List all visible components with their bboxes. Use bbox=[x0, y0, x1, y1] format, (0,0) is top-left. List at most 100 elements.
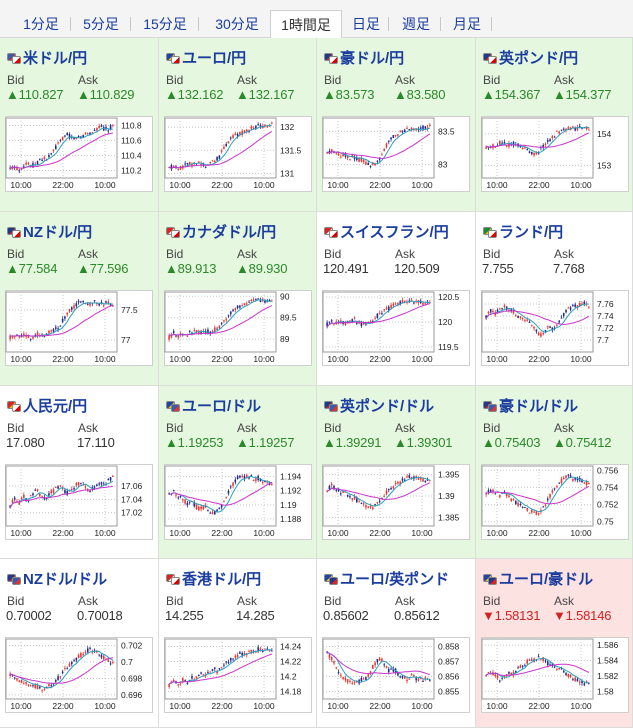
candle bbox=[378, 500, 381, 502]
currency-pair-panel: 豪ドル/ドル Bid Ask ▲0.75403 ▲0.75412 0.756 0.754 0.… bbox=[476, 386, 633, 559]
plot-area bbox=[164, 117, 277, 179]
candle bbox=[268, 125, 271, 127]
flag-nz-us-icon bbox=[7, 574, 21, 585]
price-chart[interactable]: 1.194 1.192 1.19 1.188 10:00 22:00 10:00 bbox=[164, 464, 312, 540]
currency-pair-panel: 米ドル/円 Bid Ask ▲110.827 ▲110.829 110.8 110.6 110… bbox=[0, 38, 159, 212]
pair-name-link[interactable]: スイスフラン/円 bbox=[324, 221, 449, 242]
candle bbox=[255, 651, 257, 653]
pair-name-link[interactable]: ユーロ/英ポンド bbox=[324, 568, 449, 589]
candle bbox=[193, 502, 196, 507]
pair-name-link[interactable]: ランド/円 bbox=[483, 221, 563, 242]
pair-name-link[interactable]: ユーロ/ドル bbox=[166, 395, 261, 416]
candle bbox=[23, 166, 25, 168]
candle bbox=[385, 307, 388, 310]
pair-name-link[interactable]: 英ポンド/ドル bbox=[324, 395, 434, 416]
candle bbox=[365, 505, 367, 508]
price-chart[interactable]: 110.8 110.6 110.4 110.2 10:00 22:00 10:00 bbox=[5, 116, 153, 192]
pair-name-link[interactable]: ユーロ/豪ドル bbox=[483, 568, 593, 589]
price-chart[interactable]: 1.586 1.584 1.582 1.58 10:00 22:00 10:00 bbox=[481, 637, 629, 713]
y-tick-label: 7.72 bbox=[597, 323, 614, 333]
pair-name: ユーロ/英ポンド bbox=[340, 571, 450, 588]
candle bbox=[489, 489, 492, 492]
candle bbox=[211, 511, 214, 514]
candle bbox=[378, 313, 381, 315]
candle bbox=[54, 145, 57, 150]
tab-4[interactable]: 30分足 bbox=[215, 16, 259, 32]
candle bbox=[227, 662, 230, 664]
price-chart[interactable]: 14.24 14.22 14.2 14.18 10:00 22:00 10:00 bbox=[164, 637, 312, 713]
candle bbox=[485, 315, 487, 319]
tab-1[interactable]: 1分足 bbox=[23, 16, 59, 32]
moving-average-short bbox=[9, 650, 114, 689]
candle bbox=[353, 496, 356, 500]
candle bbox=[202, 163, 205, 166]
y-tick-label: 89 bbox=[280, 334, 290, 344]
candle bbox=[66, 668, 69, 670]
price-chart[interactable]: 77.5 77 10:00 22:00 10:00 bbox=[5, 290, 153, 366]
ask-label: Ask bbox=[237, 594, 258, 608]
y-tick-label: 0.702 bbox=[121, 641, 143, 651]
price-chart[interactable]: 120.5 120 119.5 10:00 22:00 10:00 bbox=[322, 290, 470, 366]
pair-name-link[interactable]: 豪ドル/ドル bbox=[483, 395, 578, 416]
price-chart[interactable]: 154 153 10:00 22:00 10:00 bbox=[481, 116, 629, 192]
tab-3[interactable]: 15分足 bbox=[143, 16, 187, 32]
moving-average-long bbox=[485, 132, 590, 148]
candle bbox=[337, 672, 340, 674]
pair-name-link[interactable]: NZドル/円 bbox=[7, 221, 92, 242]
tab-8[interactable]: 月足 bbox=[453, 16, 481, 32]
pair-name-link[interactable]: ユーロ/円 bbox=[166, 47, 246, 68]
price-chart[interactable]: 17.06 17.04 17.02 10:00 22:00 10:00 bbox=[5, 464, 153, 540]
moving-average-long bbox=[9, 657, 114, 684]
candle bbox=[75, 483, 78, 486]
price-chart[interactable]: 7.76 7.74 7.72 7.7 10:00 22:00 10:00 bbox=[481, 290, 629, 366]
tab-2[interactable]: 5分足 bbox=[83, 16, 119, 32]
flag-gb-jp-icon bbox=[483, 53, 497, 64]
price-chart[interactable]: 0.858 0.857 0.856 0.855 10:00 22:00 10:00 bbox=[322, 637, 470, 713]
candle bbox=[585, 126, 588, 130]
candle bbox=[241, 131, 243, 136]
price-chart[interactable]: 83.5 83 10:00 22:00 10:00 bbox=[322, 116, 470, 192]
ask-label: Ask bbox=[395, 247, 416, 261]
candle bbox=[107, 479, 110, 481]
ask-price: ▲77.596 bbox=[77, 261, 129, 276]
pair-name-link[interactable]: 人民元/円 bbox=[7, 395, 87, 416]
candle bbox=[403, 676, 406, 679]
y-tick-label: 0.756 bbox=[597, 465, 619, 475]
pair-name-link[interactable]: NZドル/ドル bbox=[7, 568, 107, 589]
candle bbox=[526, 507, 529, 511]
tab-5[interactable]: 1時間足 bbox=[270, 10, 342, 39]
pair-name-link[interactable]: 豪ドル/円 bbox=[324, 47, 404, 68]
candle bbox=[576, 126, 579, 131]
candle bbox=[581, 681, 583, 684]
tab-6[interactable]: 日足 bbox=[352, 16, 380, 32]
candle bbox=[487, 311, 490, 314]
price-chart[interactable]: 90 89.5 89 10:00 22:00 10:00 bbox=[164, 290, 312, 366]
tab-7[interactable]: 週足 bbox=[402, 16, 430, 32]
candle bbox=[330, 484, 333, 486]
candle bbox=[250, 126, 253, 129]
candle bbox=[209, 161, 212, 164]
candle bbox=[223, 320, 225, 322]
candle bbox=[342, 677, 344, 679]
candle bbox=[98, 483, 100, 485]
price-chart[interactable]: 0.756 0.754 0.752 0.75 10:00 22:00 10:00 bbox=[481, 464, 629, 540]
price-chart[interactable]: 1.395 1.39 1.385 10:00 22:00 10:00 bbox=[322, 464, 470, 540]
candle bbox=[84, 651, 87, 653]
candle bbox=[424, 126, 427, 129]
candle bbox=[20, 679, 23, 684]
candle bbox=[387, 489, 390, 491]
candle bbox=[64, 316, 66, 319]
candle bbox=[98, 303, 100, 306]
moving-average-long bbox=[326, 482, 431, 500]
pair-name-link[interactable]: 米ドル/円 bbox=[7, 47, 87, 68]
candle bbox=[184, 679, 186, 681]
candle bbox=[392, 303, 395, 306]
candle bbox=[73, 660, 75, 662]
pair-name-link[interactable]: カナダドル/円 bbox=[166, 221, 276, 242]
candle bbox=[340, 156, 342, 158]
pair-name-link[interactable]: 香港ドル/円 bbox=[166, 568, 261, 589]
price-chart[interactable]: 0.702 0.7 0.698 0.696 10:00 22:00 10:00 bbox=[5, 637, 153, 713]
x-tick-label: 10:00 bbox=[486, 701, 508, 711]
pair-name-link[interactable]: 英ポンド/円 bbox=[483, 47, 578, 68]
price-chart[interactable]: 132 131.5 131 10:00 22:00 10:00 bbox=[164, 116, 312, 192]
